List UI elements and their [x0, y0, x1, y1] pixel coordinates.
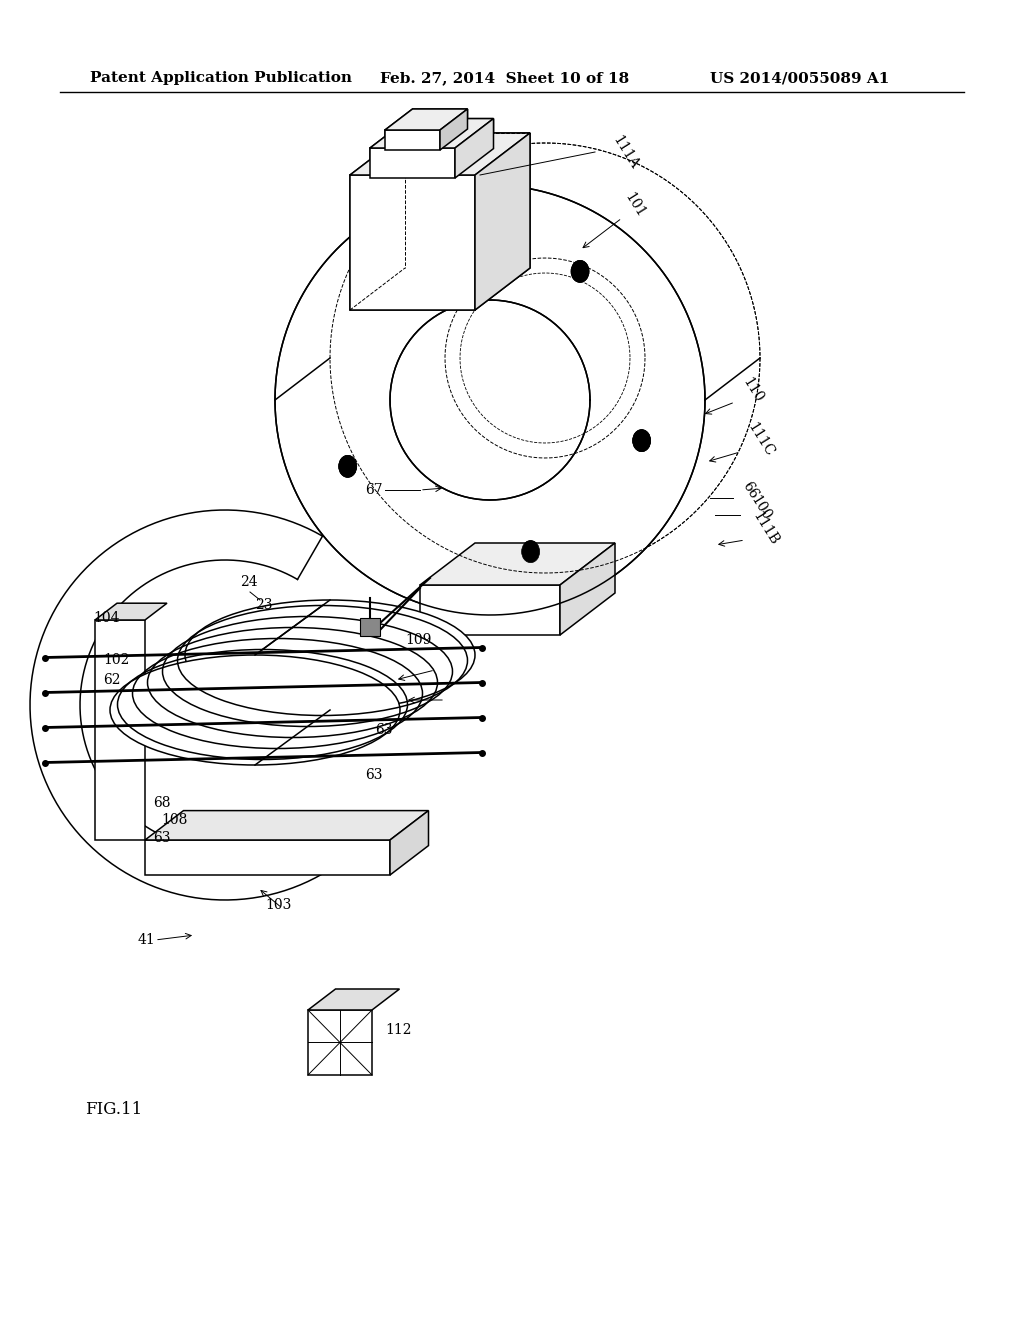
Polygon shape	[385, 129, 440, 150]
Text: 103: 103	[265, 898, 292, 912]
Polygon shape	[370, 119, 494, 148]
Ellipse shape	[415, 247, 433, 269]
Ellipse shape	[521, 541, 540, 562]
Text: 111A: 111A	[610, 133, 641, 172]
Polygon shape	[370, 119, 494, 148]
Ellipse shape	[571, 260, 589, 282]
Text: 63: 63	[375, 723, 392, 737]
Polygon shape	[560, 543, 615, 635]
Polygon shape	[475, 133, 530, 310]
Text: 108: 108	[161, 813, 187, 828]
Polygon shape	[385, 110, 468, 129]
Polygon shape	[308, 989, 399, 1010]
Text: US 2014/0055089 A1: US 2014/0055089 A1	[710, 71, 890, 84]
Ellipse shape	[339, 455, 356, 478]
Polygon shape	[440, 110, 468, 150]
Ellipse shape	[633, 429, 650, 451]
Text: 111C: 111C	[745, 421, 776, 459]
Text: 100: 100	[748, 494, 774, 523]
Text: 104: 104	[93, 611, 120, 624]
Polygon shape	[145, 840, 390, 875]
Ellipse shape	[339, 455, 356, 478]
Polygon shape	[455, 119, 494, 178]
Polygon shape	[385, 110, 468, 129]
Text: 66: 66	[740, 479, 761, 502]
Ellipse shape	[185, 601, 475, 710]
Polygon shape	[360, 618, 380, 636]
Text: 112: 112	[385, 1023, 412, 1038]
Polygon shape	[308, 1010, 372, 1074]
Text: 111B: 111B	[750, 508, 781, 548]
Polygon shape	[350, 133, 530, 176]
Text: 68: 68	[153, 796, 171, 810]
Ellipse shape	[415, 247, 433, 269]
Text: 23: 23	[255, 598, 272, 612]
Polygon shape	[350, 176, 475, 310]
Text: 63: 63	[153, 832, 171, 845]
Text: 63: 63	[365, 768, 383, 781]
Text: 67: 67	[365, 483, 383, 498]
Ellipse shape	[110, 655, 400, 766]
Ellipse shape	[571, 260, 589, 282]
Ellipse shape	[633, 429, 650, 451]
Text: 102: 102	[103, 653, 129, 667]
Polygon shape	[385, 129, 440, 150]
Polygon shape	[95, 603, 167, 620]
Text: FIG.11: FIG.11	[85, 1101, 142, 1118]
Polygon shape	[350, 133, 530, 176]
Polygon shape	[145, 810, 428, 840]
Polygon shape	[95, 620, 145, 840]
Text: Feb. 27, 2014  Sheet 10 of 18: Feb. 27, 2014 Sheet 10 of 18	[380, 71, 630, 84]
Ellipse shape	[521, 541, 540, 562]
Polygon shape	[455, 119, 494, 178]
Text: 41: 41	[138, 933, 156, 946]
Text: 62: 62	[103, 673, 121, 686]
Text: Patent Application Publication: Patent Application Publication	[90, 71, 352, 84]
Polygon shape	[390, 810, 428, 875]
Polygon shape	[370, 148, 455, 178]
Polygon shape	[440, 110, 468, 150]
Text: 24: 24	[240, 576, 258, 589]
Polygon shape	[370, 148, 455, 178]
Polygon shape	[420, 543, 615, 585]
Polygon shape	[475, 133, 530, 310]
Polygon shape	[420, 585, 560, 635]
Text: 109: 109	[406, 634, 431, 647]
Polygon shape	[350, 176, 475, 310]
Text: 101: 101	[622, 190, 648, 220]
Circle shape	[278, 187, 703, 612]
Text: 110: 110	[740, 375, 766, 405]
